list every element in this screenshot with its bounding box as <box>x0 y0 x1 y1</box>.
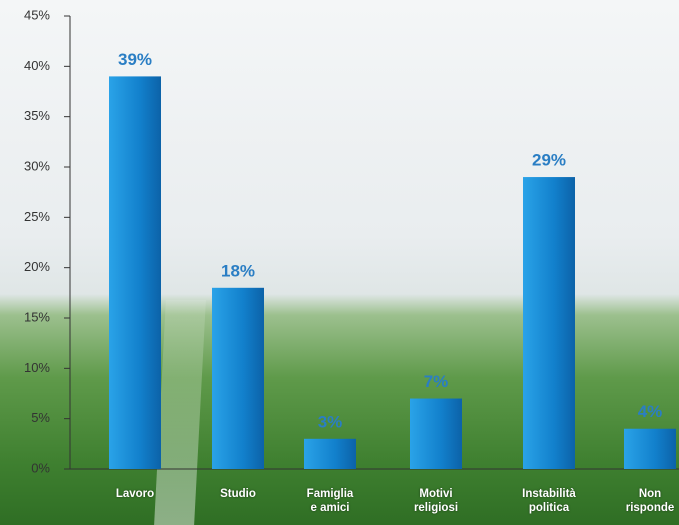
x-tick-label: Lavoro <box>115 488 155 500</box>
bar <box>212 287 264 469</box>
y-tick-label: 45% <box>24 7 50 22</box>
y-tick-label: 0% <box>31 460 50 475</box>
y-tick-label: 30% <box>24 158 50 173</box>
bar <box>304 438 356 469</box>
y-tick-label: 10% <box>24 360 50 375</box>
bar <box>624 428 676 469</box>
x-tick-label: Instabilità politica <box>522 488 576 514</box>
y-tick-label: 5% <box>31 410 50 425</box>
x-tick-label: Non risponde <box>625 488 675 514</box>
y-tick-label: 25% <box>24 209 50 224</box>
value-label: 29% <box>532 151 566 170</box>
value-label: 39% <box>118 50 152 69</box>
value-label: 4% <box>638 402 663 421</box>
bar <box>523 177 575 470</box>
bar <box>109 76 161 470</box>
x-tick-label: Studio <box>220 488 256 500</box>
x-tick-label: Motivi religiosi <box>413 488 459 514</box>
value-label: 3% <box>318 412 343 431</box>
bar <box>410 398 462 469</box>
y-tick-label: 35% <box>24 108 50 123</box>
y-tick-label: 15% <box>24 309 50 324</box>
y-tick-label: 40% <box>24 58 50 73</box>
value-label: 18% <box>221 261 255 280</box>
y-tick-label: 20% <box>24 259 50 274</box>
value-label: 7% <box>424 372 449 391</box>
x-tick-label: Famiglia e amici <box>306 488 354 514</box>
